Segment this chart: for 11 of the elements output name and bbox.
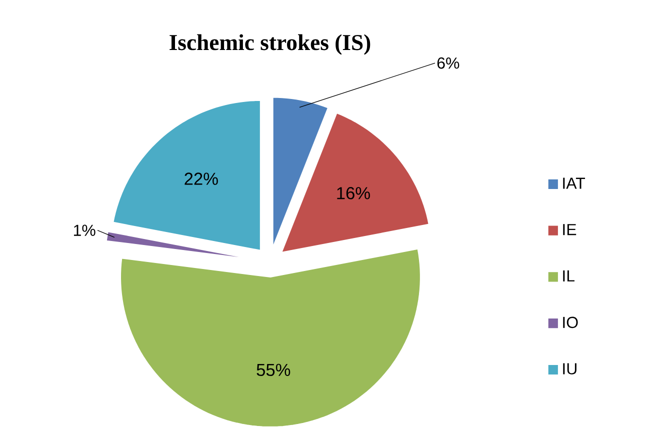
legend-label: IU bbox=[563, 363, 576, 374]
data-label: 22% bbox=[184, 172, 218, 185]
data-label: 55% bbox=[256, 364, 290, 376]
legend-label: IL bbox=[563, 270, 574, 282]
data-label: 1% bbox=[74, 224, 96, 236]
data-label: 16% bbox=[337, 187, 370, 200]
legend-label: IE bbox=[563, 224, 576, 236]
legend-label: IO bbox=[563, 316, 578, 328]
data-label: 6% bbox=[437, 57, 460, 69]
chart-title: Ischemic strokes (IS) bbox=[170, 34, 370, 55]
legend-label: IAT bbox=[563, 178, 586, 189]
